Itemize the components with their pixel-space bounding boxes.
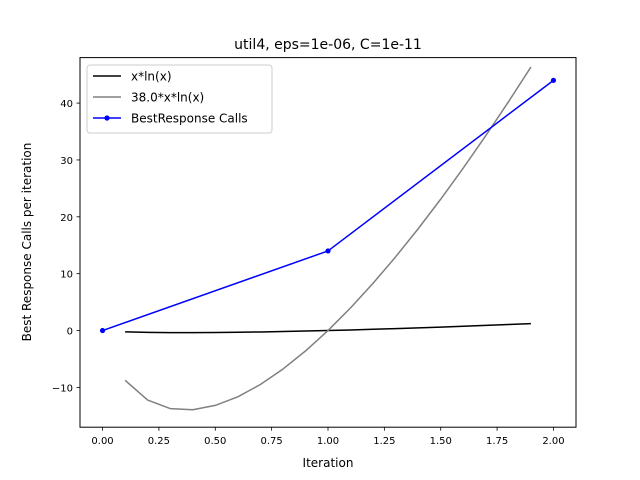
legend-box: [86, 64, 273, 134]
chart-title: util4, eps=1e-06, C=1e-11: [234, 37, 422, 53]
y-tick-label: −10: [52, 383, 73, 394]
y-tick-label: 30: [60, 156, 73, 167]
legend-marker-bestresponse: [104, 115, 110, 121]
x-tick-label: 0.00: [91, 436, 113, 447]
y-tick-label: 0: [67, 327, 73, 338]
x-axis: 0.00 0.25 0.50 0.75 1.00 1.25 1.50 1.75 2.00: [91, 427, 565, 447]
x-tick-label: 0.25: [148, 436, 170, 447]
markers: [99, 77, 557, 334]
y-axis: −10 0 10 20 30 40: [52, 99, 80, 394]
legend-label-bestresponse: BestResponse Calls: [131, 112, 248, 126]
y-tick-label: 10: [60, 270, 73, 281]
y-tick-label: 40: [60, 99, 73, 110]
series-line-1: [124, 66, 532, 411]
x-tick-label: 0.75: [261, 436, 283, 447]
x-tick-label: 2.00: [542, 436, 564, 447]
legend-label-scaled: 38.0*x*ln(x): [131, 91, 204, 105]
y-axis-label: Best Response Calls per iteration: [20, 143, 34, 342]
legend-label-xlnx: x*ln(x): [131, 70, 172, 84]
x-axis-label: Iteration: [303, 456, 354, 470]
x-tick-label: 0.50: [204, 436, 226, 447]
y-tick-label: 20: [60, 213, 73, 224]
data-point: [550, 77, 557, 83]
x-tick-label: 1.25: [373, 436, 395, 447]
data-point: [99, 327, 106, 334]
legend: x*ln(x) 38.0*x*ln(x) BestResponse Calls: [86, 64, 273, 134]
data-point: [325, 248, 331, 254]
x-tick-label: 1.00: [317, 436, 339, 447]
x-tick-label: 1.75: [486, 436, 508, 447]
x-tick-label: 1.50: [430, 436, 452, 447]
